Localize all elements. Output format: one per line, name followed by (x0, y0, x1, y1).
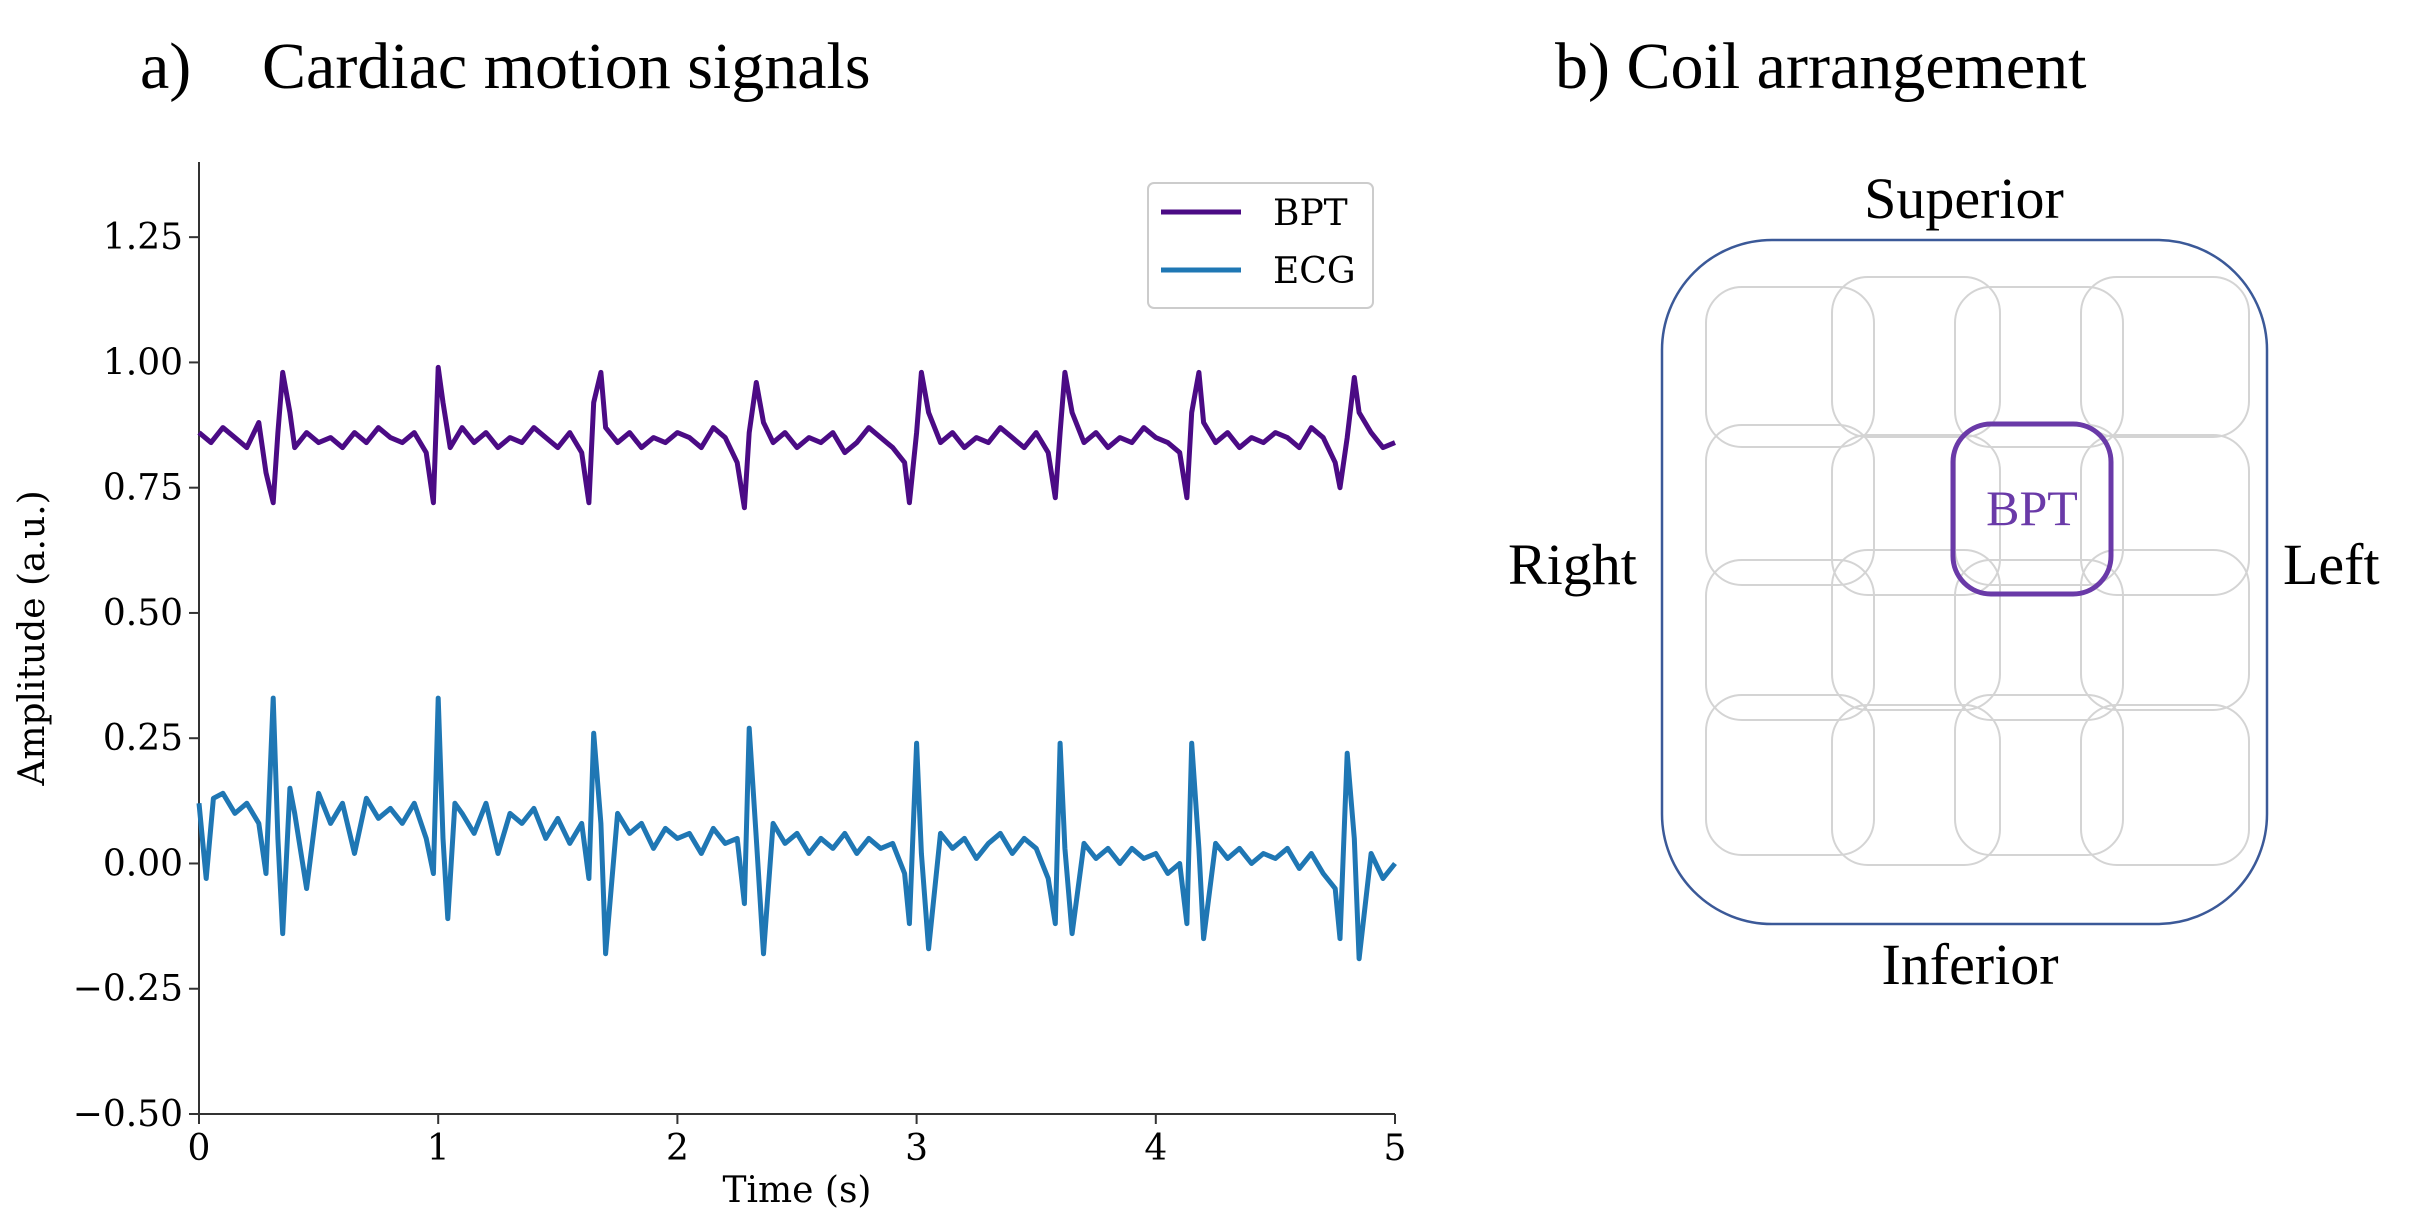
legend: BPT ECG (1147, 182, 1374, 309)
x-tick-label: 1 (427, 1128, 450, 1169)
x-axis-label: Time (s) (723, 1170, 872, 1211)
coil-grid (1705, 276, 2250, 866)
y-ticks: −0.50 −0.25 0.00 0.25 0.50 0.75 1.00 1.25 (73, 217, 199, 1135)
x-tick-label: 2 (666, 1128, 689, 1169)
y-tick-label: −0.25 (73, 969, 183, 1010)
x-tick-label: 3 (905, 1128, 928, 1169)
y-tick-label: 0.75 (103, 468, 183, 509)
series-line-bpt (197, 364, 1396, 511)
coil-element (1831, 549, 2001, 711)
bpt-coil (1950, 421, 2114, 597)
y-tick-label: 0.25 (103, 718, 183, 759)
right-label: Right (1508, 532, 1637, 597)
y-axis-label: Amplitude (a.u.) (12, 490, 53, 786)
y-tick-label: 0.50 (103, 593, 183, 634)
panel-a-title: Cardiac motion signals (262, 30, 871, 103)
y-tick-label: 1.00 (103, 342, 183, 383)
inferior-label: Inferior (1881, 932, 2058, 997)
bpt-coil-label: BPT (1986, 480, 2078, 536)
x-tick-label: 4 (1144, 1128, 1167, 1169)
coil-element (1705, 286, 1875, 448)
superior-label: Superior (1864, 166, 2064, 231)
y-tick-label: 0.00 (103, 843, 183, 884)
coil-element (1705, 559, 1875, 721)
legend-label-ecg: ECG (1273, 251, 1356, 292)
x-tick-label: 0 (188, 1128, 211, 1169)
coil-diagram: BPT Superior Inferior Right Left (1508, 166, 2380, 997)
body-outline (1660, 238, 2269, 926)
coil-element (1954, 286, 2124, 448)
coil-element (1831, 276, 2001, 438)
coil-element (2080, 704, 2250, 866)
series-line-ecg (196, 695, 1397, 962)
coil-element (1705, 694, 1875, 856)
coil-element (1831, 704, 2001, 866)
panel-b-title: b) Coil arrangement (1555, 30, 2086, 103)
coil-element (2080, 549, 2250, 711)
coil-element (1831, 434, 2001, 596)
coil-element (2080, 276, 2250, 438)
legend-label-bpt: BPT (1273, 193, 1348, 234)
line-chart: −0.50 −0.25 0.00 0.25 0.50 0.75 1.00 1.25 0 1 2 3 4… (12, 162, 1406, 1211)
coil-element (1954, 559, 2124, 721)
coil-element (1705, 424, 1875, 586)
coil-element (2080, 434, 2250, 596)
panel-a-label: a) (140, 30, 191, 103)
y-tick-label: 1.25 (103, 217, 183, 258)
x-tick-label: 5 (1384, 1128, 1407, 1169)
coil-element (1954, 694, 2124, 856)
series-lines (196, 364, 1397, 962)
x-ticks: 0 1 2 3 4 5 (188, 1114, 1407, 1169)
left-label: Left (2283, 532, 2380, 597)
y-tick-label: −0.50 (73, 1094, 183, 1135)
